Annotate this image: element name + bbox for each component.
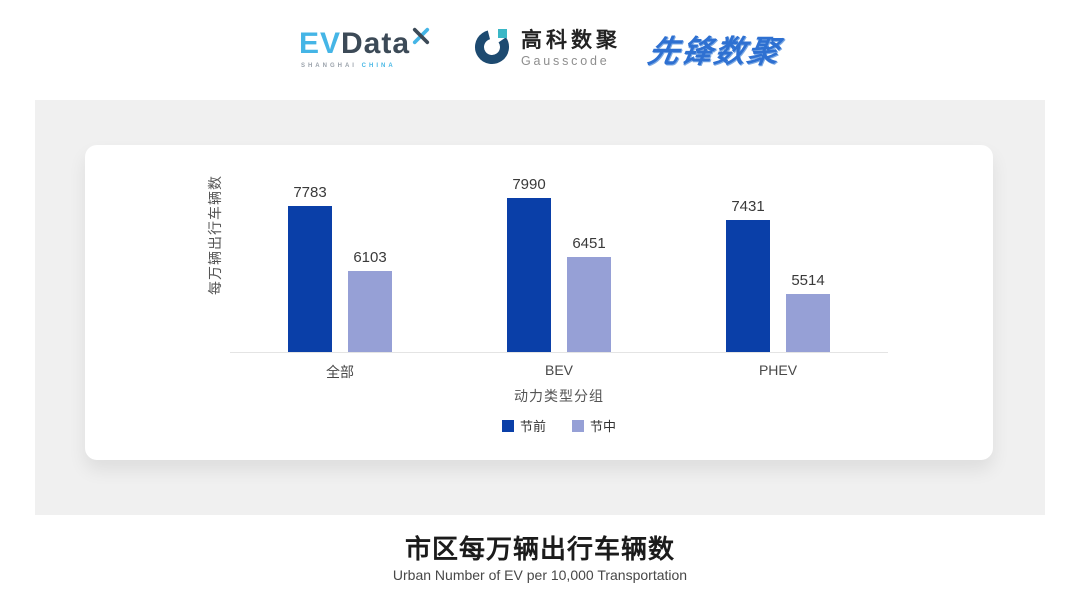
bar-0-1 [507,198,551,352]
y-axis-label: 每万辆出行车辆数 [207,175,223,295]
gausscode-text: 高科数聚 Gausscode [521,29,621,67]
bar-1-2 [786,294,830,352]
evdata-wordmark: EV Data [298,26,430,60]
header: EV Data SHANGHAI CHINA 高科数聚 Gausscode 先锋数… [0,26,1080,71]
bar-1-1 [567,257,611,352]
legend-label: 节中 [590,419,617,434]
x-axis-line [230,352,888,353]
legend-label: 节前 [519,419,546,434]
legend-item: 节中 [572,416,616,435]
bar-0-0 [288,206,332,352]
evdata-subtitle: SHANGHAI CHINA [299,63,430,69]
bar-value-label: 6103 [353,249,387,266]
legend-swatch [501,419,514,432]
gausscode-en: Gausscode [521,53,610,68]
bar-value-label: 7431 [731,198,765,215]
bar-value-label: 5514 [791,272,825,289]
legend: 节前 节中 [230,416,888,435]
legend-item: 节前 [501,416,546,435]
bar-value-label: 7990 [512,176,546,193]
category-label: PHEV [758,362,798,378]
gausscode-cn: 高科数聚 [521,29,622,53]
legend-swatch [572,419,584,432]
category-label: 全部 [326,364,354,380]
page-title: 市区每万辆出行车辆数 [404,534,675,564]
gausscode-g-icon [472,26,512,71]
chart-card: 每万辆出行车辆数 动力类型分组 节前 节中 7783 6103 全部 7990 6451 B… [85,145,993,460]
evdata-logo: EV Data SHANGHAI CHINA [298,26,444,69]
pioneer-logo: 先锋数聚 [645,34,784,69]
evdata-ev-text: EV [298,26,341,60]
evdata-star-icon [412,21,430,51]
bar-1-0 [348,271,392,352]
category-label: BEV [544,362,573,378]
gausscode-logo: 高科数聚 Gausscode [472,26,621,71]
evdata-sub-left: SHANGHAI [300,62,357,69]
bar-0-2 [726,220,770,352]
evdata-sub-right: CHINA [361,62,396,69]
bar-value-label: 6451 [572,235,606,252]
evdata-data-text: Data [341,26,411,60]
bar-value-label: 7783 [293,184,327,201]
page-subtitle: Urban Number of EV per 10,000 Transporta… [392,567,688,583]
x-axis-title: 动力类型分组 [514,388,604,404]
